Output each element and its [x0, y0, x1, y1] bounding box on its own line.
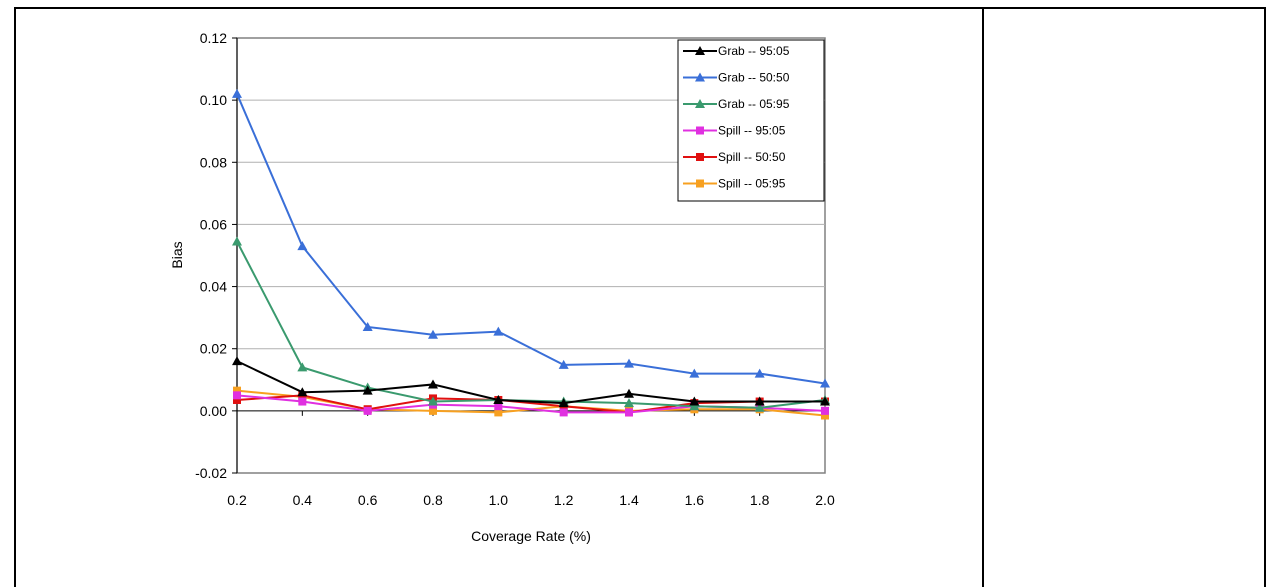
legend-item: Spill -- 50:50 — [683, 150, 786, 164]
y-tick-label: -0.02 — [195, 465, 227, 481]
x-tick-labels: 0.2 0.4 0.6 0.8 1.0 1.2 1.4 1.6 1.8 2.0 — [227, 492, 835, 508]
x-tick-label: 1.4 — [619, 492, 639, 508]
data-point — [820, 396, 830, 406]
legend-marker — [695, 72, 705, 82]
data-point — [297, 387, 308, 397]
legend-marker — [696, 179, 704, 188]
x-axis-label: Coverage Rate (%) — [471, 528, 591, 544]
x-tick-label: 0.4 — [293, 492, 313, 508]
data-point — [558, 398, 569, 408]
data-point — [233, 386, 241, 395]
data-point — [362, 321, 373, 331]
legend-marker — [695, 46, 705, 55]
data-point — [232, 356, 242, 366]
data-point — [298, 397, 307, 406]
x-tick-label: 2.0 — [815, 492, 835, 508]
data-point — [363, 406, 372, 415]
legend-label: Grab -- 05:95 — [718, 97, 790, 111]
data-point — [233, 395, 241, 404]
y-tick-label: 0.12 — [200, 30, 227, 46]
data-point — [232, 88, 242, 98]
data-point — [689, 401, 700, 411]
data-point — [233, 391, 241, 400]
x-tick-label: 0.8 — [423, 492, 443, 508]
y-axis-label: Bias — [169, 241, 185, 268]
data-point — [820, 378, 830, 388]
data-point — [821, 411, 829, 420]
legend-box — [677, 39, 825, 202]
legend-item: Spill -- 05:95 — [683, 177, 786, 191]
y-tick-label: 0.08 — [200, 154, 227, 170]
data-point — [689, 396, 700, 406]
y-tick-label: 0.04 — [200, 279, 227, 295]
data-point — [754, 368, 765, 378]
legend-item: Grab -- 50:50 — [683, 71, 790, 85]
series-0 — [232, 356, 830, 408]
x-tick-label: 0.6 — [358, 492, 378, 508]
legend-item: Grab -- 95:05 — [683, 44, 790, 58]
x-tick-label: 0.2 — [227, 492, 247, 508]
y-tick-label: 0.06 — [200, 216, 227, 232]
legend-item: Grab -- 05:95 — [683, 97, 790, 111]
data-point — [428, 329, 438, 339]
legend-item: Spill -- 95:05 — [683, 124, 786, 138]
y-tick-labels: -0.02 0.00 0.02 0.04 0.06 0.08 0.10 0.12 — [195, 30, 227, 481]
series-1 — [232, 88, 830, 388]
data-point — [624, 388, 634, 398]
data-point — [362, 385, 373, 395]
data-point — [297, 362, 308, 372]
legend-marker — [696, 153, 704, 161]
legend-marker — [696, 126, 704, 135]
legend-marker — [695, 99, 705, 108]
data-point — [493, 326, 504, 336]
x-tick-label: 1.2 — [554, 492, 574, 508]
y-tick-label: 0.02 — [200, 341, 227, 357]
y-tick-label: 0.10 — [200, 92, 227, 108]
data-point — [821, 406, 829, 415]
data-point — [232, 236, 242, 246]
y-tick-label: 0.00 — [200, 403, 227, 419]
x-tick-label: 1.0 — [489, 492, 509, 508]
series-line — [236, 360, 825, 405]
data-point — [754, 396, 765, 406]
data-point — [428, 379, 438, 389]
figure-frame — [14, 7, 1266, 587]
legend-label: Spill -- 95:05 — [718, 124, 786, 138]
legend-label: Spill -- 05:95 — [718, 177, 786, 191]
data-point — [624, 358, 634, 368]
data-point — [754, 402, 765, 412]
frame-right-edge — [1264, 7, 1266, 587]
legend-label: Spill -- 50:50 — [718, 150, 786, 164]
column-divider — [982, 7, 984, 587]
data-point — [625, 408, 633, 417]
legend-label: Grab -- 95:05 — [718, 44, 790, 58]
data-point — [494, 408, 503, 417]
x-tick-label: 1.6 — [685, 492, 705, 508]
data-point — [624, 398, 634, 408]
series-line — [236, 93, 826, 385]
data-point — [493, 394, 504, 404]
data-point — [297, 241, 308, 251]
data-point — [494, 402, 503, 411]
legend-label: Grab -- 50:50 — [718, 71, 790, 85]
data-point — [428, 396, 438, 406]
data-point — [429, 406, 437, 415]
legend: Grab -- 95:05 Grab -- 50:50 Grab -- 05:95 S… — [677, 39, 825, 202]
data-point — [689, 368, 700, 378]
series-lines — [232, 88, 830, 420]
data-point — [558, 359, 569, 369]
x-tick-label: 1.8 — [750, 492, 770, 508]
data-point — [559, 408, 568, 417]
